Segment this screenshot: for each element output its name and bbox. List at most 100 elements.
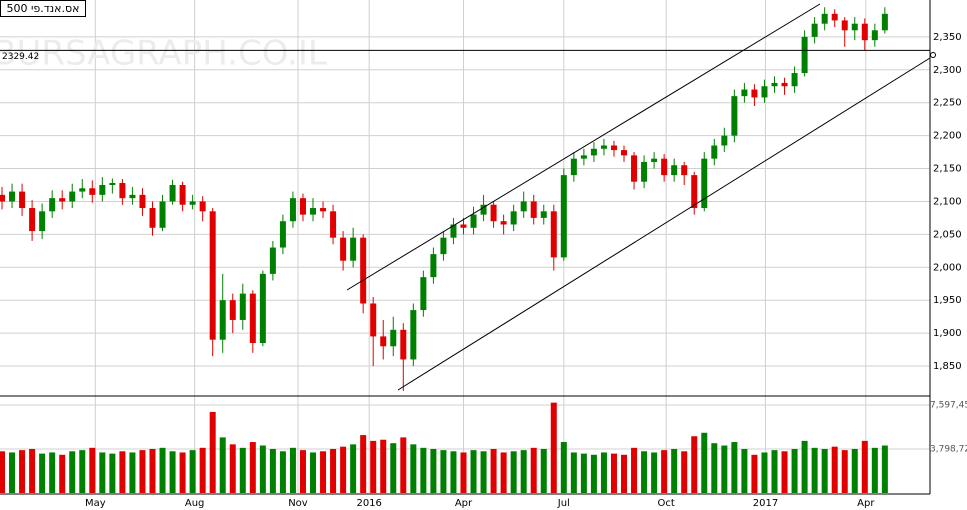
candle-body	[380, 336, 387, 347]
volume-bar	[0, 451, 6, 493]
volume-bar	[671, 448, 678, 493]
volume-bar	[440, 450, 447, 493]
y-tick-label: 2,100	[933, 196, 962, 207]
candle-body	[259, 273, 266, 343]
candle-body	[871, 30, 878, 41]
candle-body	[721, 135, 728, 146]
volume-bar	[380, 439, 387, 493]
volume-bar	[29, 448, 36, 493]
candle-body	[189, 201, 196, 205]
candle-body	[590, 148, 597, 156]
candle-body	[460, 224, 467, 228]
volume-tick-label: 7,597,45	[930, 400, 967, 410]
candle-body	[410, 310, 417, 360]
volume-bar	[99, 452, 106, 493]
candle-body	[831, 13, 838, 21]
candle-body	[711, 145, 718, 159]
volume-bar	[621, 454, 628, 493]
candle-body	[139, 194, 146, 209]
candle-body	[370, 303, 377, 337]
candle-body	[199, 201, 206, 212]
volume-bar	[490, 448, 497, 493]
candle-body	[119, 183, 126, 199]
volume-bar	[269, 448, 276, 493]
channel-lower	[397, 57, 931, 391]
candle-body	[631, 155, 638, 182]
candle-body	[681, 165, 688, 176]
volume-bar	[400, 437, 407, 493]
channel-upper	[346, 3, 821, 291]
candle-body	[610, 145, 617, 151]
volume-bar	[691, 436, 698, 493]
y-tick-label: 2,200	[933, 131, 962, 142]
candle-body	[360, 237, 367, 304]
y-tick-label: 2,350	[933, 32, 962, 43]
volume-bar	[89, 447, 96, 493]
candle-body	[0, 194, 6, 202]
volume-bar	[39, 453, 46, 493]
y-tick-label: 2,050	[933, 229, 962, 240]
candle-body	[781, 82, 788, 87]
volume-bar	[109, 453, 116, 493]
candle-body	[791, 73, 798, 87]
candle-body	[801, 36, 808, 74]
volume-bar	[861, 440, 868, 493]
candle-body	[229, 300, 236, 320]
volume-bar	[289, 447, 296, 493]
candle-body	[99, 184, 106, 195]
volume-bar	[229, 444, 236, 493]
volume-bar	[199, 447, 206, 493]
candle-body	[490, 204, 497, 222]
volume-bar	[460, 452, 467, 493]
candle-body	[440, 237, 447, 255]
candle-body	[9, 191, 16, 202]
title-box	[0, 0, 86, 17]
candle-body	[450, 224, 457, 238]
volume-bar	[159, 447, 166, 493]
volume-bar	[259, 445, 266, 493]
volume-bar	[711, 443, 718, 493]
candle-body	[29, 208, 36, 232]
volume-bar	[340, 446, 347, 493]
volume-bar	[681, 451, 688, 493]
candle-body	[289, 198, 296, 222]
candle-body	[209, 211, 216, 340]
volume-bar	[480, 451, 487, 493]
candle-body	[731, 96, 738, 136]
volume-bar	[19, 450, 26, 493]
reference-label: 2329.42	[2, 52, 39, 62]
candle-body	[861, 23, 868, 41]
candle-body	[340, 237, 347, 261]
candle-body	[761, 86, 768, 98]
volume-bar	[811, 447, 818, 493]
volume-bar	[249, 442, 256, 493]
candle-body	[390, 329, 397, 347]
candle-body	[510, 211, 517, 225]
candle-body	[59, 198, 66, 202]
candle-body	[520, 201, 527, 212]
volume-bar	[49, 452, 56, 493]
volume-bar	[520, 450, 527, 493]
volume-bar	[430, 448, 437, 493]
volume-bar	[881, 445, 888, 493]
volume-bar	[169, 451, 176, 493]
candle-body	[239, 293, 246, 320]
x-tick-label: May	[85, 498, 106, 509]
candle-body	[420, 277, 427, 311]
candle-body	[400, 329, 407, 360]
volume-bar	[149, 448, 156, 493]
candle-body	[310, 208, 317, 215]
candle-body	[149, 208, 156, 228]
y-tick-label: 2,000	[933, 262, 962, 273]
candle-body	[691, 175, 698, 209]
volume-bar	[570, 452, 577, 493]
y-tick-label: 1,850	[933, 361, 962, 372]
candle-body	[811, 23, 818, 37]
volume-bar	[360, 435, 367, 493]
candle-body	[621, 150, 628, 156]
volume-bar	[721, 445, 728, 493]
watermark: BURSAGRAPH.CO.IL	[0, 34, 327, 74]
volume-bar	[129, 452, 136, 493]
